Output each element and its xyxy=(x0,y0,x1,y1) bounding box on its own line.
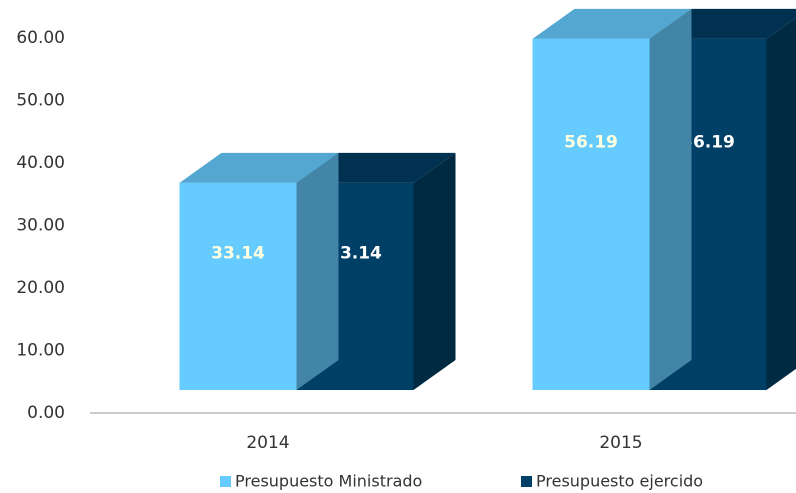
value-label: 33.14 xyxy=(328,244,382,264)
y-tick-label: 10.00 xyxy=(16,341,65,361)
bar-top xyxy=(179,152,339,183)
y-tick-label: 0.00 xyxy=(27,403,65,423)
y-tick-label: 60.00 xyxy=(16,28,65,48)
bar-top xyxy=(532,8,692,39)
value-label: 56.19 xyxy=(681,133,735,153)
legend-swatch xyxy=(521,476,532,487)
y-tick-label: 30.00 xyxy=(16,216,65,236)
legend-label: Presupuesto Ministrado xyxy=(235,472,422,491)
bar xyxy=(532,38,650,390)
y-tick-label: 50.00 xyxy=(16,91,65,111)
x-tick-label: 2015 xyxy=(599,433,642,453)
bar-side xyxy=(413,152,456,390)
bar xyxy=(179,182,297,390)
legend-swatch xyxy=(220,476,231,487)
value-label: 33.14 xyxy=(211,244,265,264)
bar-side xyxy=(649,8,692,390)
x-tick-label: 2014 xyxy=(246,433,289,453)
bar-side xyxy=(766,17,796,390)
value-label: 56.19 xyxy=(564,133,618,153)
legend-label: Presupuesto ejercido xyxy=(536,472,703,491)
y-tick-label: 20.00 xyxy=(16,278,65,298)
y-tick-label: 40.00 xyxy=(16,153,65,173)
bar-side xyxy=(296,152,339,390)
